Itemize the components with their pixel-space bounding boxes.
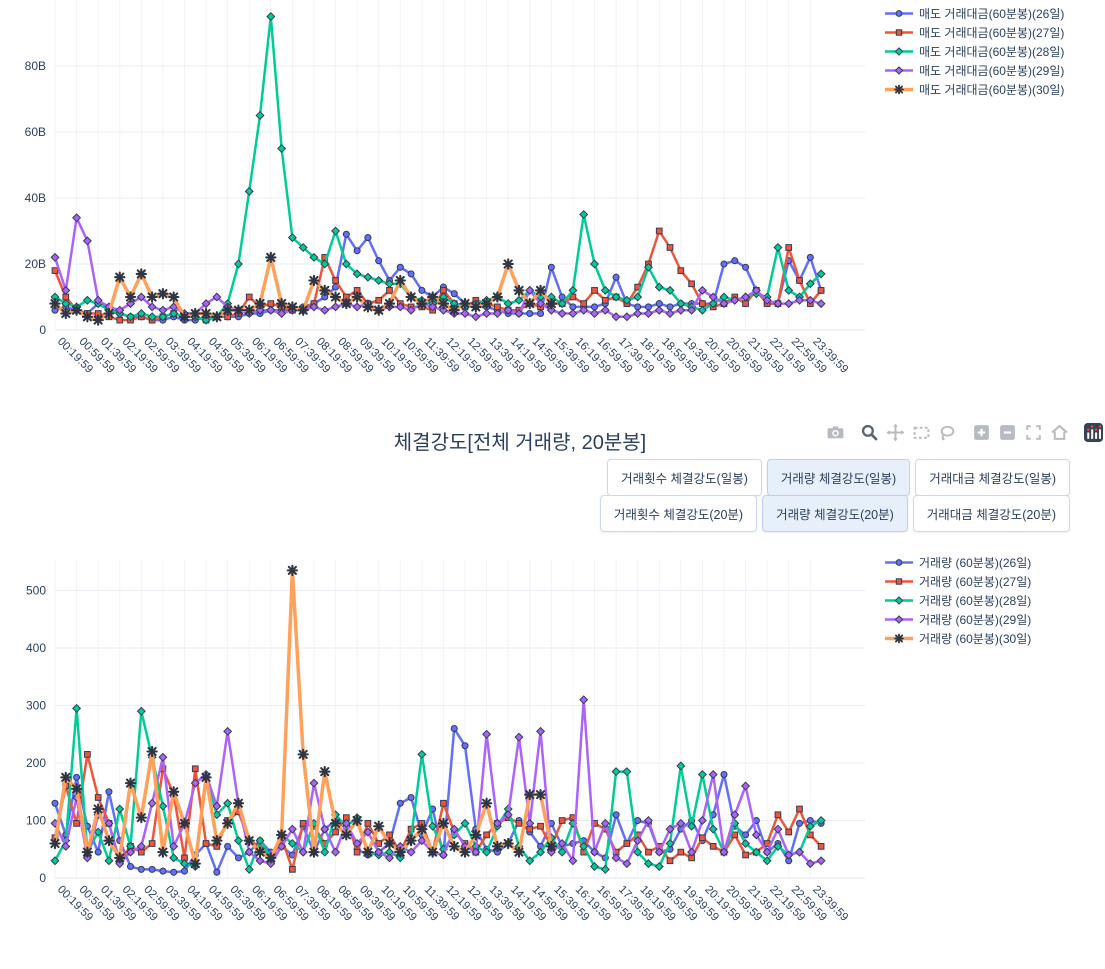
filter-button[interactable]: 거래대금 체결강도(일봉) (915, 459, 1070, 496)
pan-icon[interactable] (882, 419, 908, 445)
reset-axes-icon[interactable] (1046, 419, 1072, 445)
camera-icon[interactable] (822, 419, 848, 445)
legend-item[interactable]: 매도 거래대금(60분봉)(30일) (884, 80, 1064, 99)
series-line (54, 15, 822, 322)
volume-legend: 거래량 (60분봉)(26일) 거래량 (60분봉)(27일) 거래량 (60분봉)… (884, 553, 1031, 648)
zoom-icon[interactable] (856, 419, 882, 445)
legend-label: 매도 거래대금(60분봉)(27일) (919, 26, 1065, 40)
legend-sample-diamond-icon (885, 47, 913, 56)
legend-label: 거래량 (60분봉)(30일) (919, 632, 1032, 646)
legend-sample-diamond-icon (885, 596, 913, 605)
legend-sample-xstar-icon (885, 633, 913, 644)
series-line (53, 568, 554, 866)
plotly-modebar (822, 419, 1105, 445)
y-tick-label: 100 (26, 814, 46, 828)
legend-label: 매도 거래대금(60분봉)(30일) (919, 83, 1065, 97)
series-markers (50, 213, 826, 322)
plotly-logo-icon[interactable] (1080, 419, 1105, 445)
legend-sample-square-icon (885, 29, 913, 36)
y-tick-label: 40B (25, 191, 46, 205)
legend-item[interactable]: 거래량 (60분봉)(30일) (884, 629, 1031, 648)
legend-item[interactable]: 매도 거래대금(60분봉)(28일) (884, 42, 1064, 61)
series-markers (50, 11, 826, 325)
y-tick-label: 0 (39, 871, 46, 885)
legend-label: 거래량 (60분봉)(29일) (919, 613, 1032, 627)
y-tick-label: 500 (26, 584, 46, 598)
sell-amount-legend: 매도 거래대금(60분봉)(26일) 매도 거래대금(60분봉)(27일) 매도 거… (884, 4, 1064, 99)
legend-sample-circle-icon (885, 10, 913, 17)
y-tick-label: 300 (26, 699, 46, 713)
legend-label: 매도 거래대금(60분봉)(26일) (919, 7, 1065, 21)
lasso-select-icon[interactable] (934, 419, 960, 445)
legend-item[interactable]: 거래량 (60분봉)(28일) (884, 591, 1031, 610)
filter-button[interactable]: 거래량 체결강도(일봉) (766, 459, 911, 496)
zoom-in-icon[interactable] (968, 419, 994, 445)
y-tick-label: 80B (25, 59, 46, 73)
series-markers (49, 251, 558, 326)
filter-button-row-20min: 거래횟수 체결강도(20분) 거래량 체결강도(20분) 거래대금 체결강도(20분… (599, 495, 1070, 532)
legend-item[interactable]: 거래량 (60분봉)(26일) (884, 553, 1031, 572)
y-tick-label: 60B (25, 125, 46, 139)
filter-button[interactable]: 거래대금 체결강도(20분) (912, 495, 1070, 532)
chart-title: 체결강도[전체 거래량, 20분봉] (393, 432, 647, 454)
legend-item[interactable]: 거래량 (60분봉)(27일) (884, 572, 1031, 591)
filter-button-row-daily: 거래횟수 체결강도(일봉) 거래량 체결강도(일봉) 거래대금 체결강도(일봉) (607, 459, 1070, 496)
series-line (53, 698, 822, 865)
legend-label: 거래량 (60분봉)(27일) (919, 575, 1032, 589)
legend-sample-diamond-icon (885, 66, 913, 75)
filter-button[interactable]: 거래횟수 체결강도(일봉) (607, 459, 762, 496)
series-markers (49, 564, 558, 870)
legend-label: 매도 거래대금(60분봉)(28일) (919, 45, 1065, 59)
y-tick-label: 0 (39, 323, 46, 337)
y-tick-label: 200 (26, 756, 46, 770)
legend-item[interactable]: 매도 거래대금(60분봉)(26일) (884, 4, 1064, 23)
legend-sample-diamond-icon (885, 615, 913, 624)
y-tick-label: 400 (26, 641, 46, 655)
autoscale-icon[interactable] (1020, 419, 1046, 445)
legend-item[interactable]: 매도 거래대금(60분봉)(27일) (884, 23, 1064, 42)
legend-label: 거래량 (60분봉)(26일) (919, 556, 1032, 570)
legend-item[interactable]: 거래량 (60분봉)(29일) (884, 610, 1031, 629)
legend-sample-xstar-icon (885, 84, 913, 95)
legend-sample-circle-icon (885, 559, 913, 566)
legend-item[interactable]: 매도 거래대금(60분봉)(29일) (884, 61, 1064, 80)
box-select-icon[interactable] (908, 419, 934, 445)
filter-button[interactable]: 거래량 체결강도(20분) (762, 495, 908, 532)
volume-chart: 00:19:5900:59:5901:39:5902:19:5902:59:59… (26, 560, 865, 924)
y-tick-label: 20B (25, 257, 46, 271)
filter-button[interactable]: 거래횟수 체결강도(20분) (599, 495, 758, 532)
zoom-out-icon[interactable] (994, 419, 1020, 445)
legend-sample-square-icon (885, 578, 913, 585)
legend-label: 거래량 (60분봉)(28일) (919, 594, 1032, 608)
legend-label: 매도 거래대금(60분봉)(29일) (919, 64, 1065, 78)
sell-amount-chart: 00:19:5900:59:5901:39:5902:19:5902:59:59… (25, 0, 865, 376)
